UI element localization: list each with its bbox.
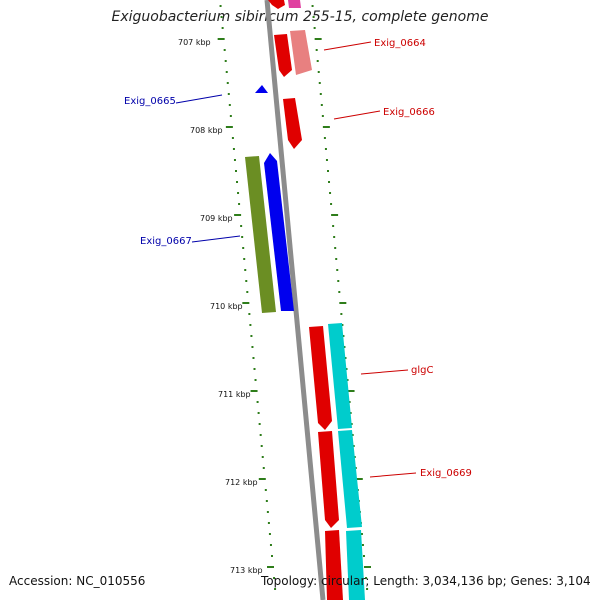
accession-label: Accession: NC_010556 (9, 574, 146, 588)
feature-bottom-red[interactable] (325, 530, 343, 600)
tick-label-712: 712 kbp (225, 478, 258, 487)
genome-summary-label: Topology: circular; Length: 3,034,136 bp… (261, 574, 591, 588)
feature-exig-0664[interactable] (274, 34, 292, 77)
gene-label-exig-0667[interactable]: Exig_0667 (140, 236, 192, 247)
gene-label-exig-0664[interactable]: Exig_0664 (374, 38, 426, 49)
tick-label-707: 707 kbp (178, 38, 211, 47)
tick-label-709: 709 kbp (200, 214, 233, 223)
map-title: Exiguobacterium sibiricum 255-15, comple… (111, 9, 489, 25)
feature-glgc-product[interactable] (328, 323, 352, 429)
feature-top-red[interactable] (268, 0, 285, 9)
tick-label-710: 710 kbp (210, 302, 243, 311)
feature-exig-0667[interactable] (264, 153, 294, 311)
callout-exig-0665 (175, 94, 223, 104)
tick-label-713: 713 kbp (230, 566, 263, 575)
gene-label-glgc[interactable]: glgC (411, 365, 433, 376)
callout-exig-0666 (333, 110, 381, 120)
callout-exig-0667 (191, 235, 241, 243)
right-tick-rail (311, 5, 372, 590)
callout-exig-0669 (369, 472, 417, 478)
feature-exig-0667-product[interactable] (245, 156, 276, 313)
gene-label-exig-0666[interactable]: Exig_0666 (383, 107, 435, 118)
tick-label-711: 711 kbp (218, 390, 251, 399)
tick-label-708: 708 kbp (190, 126, 223, 135)
left-tick-rail (217, 5, 277, 590)
gene-label-exig-0669[interactable]: Exig_0669 (420, 468, 472, 479)
feature-exig-0664-product[interactable] (290, 30, 312, 75)
feature-exig-0665[interactable] (255, 85, 268, 93)
genome-backbone (264, 0, 326, 600)
feature-exig-0669-product[interactable] (338, 430, 362, 528)
feature-bottom-cyan[interactable] (346, 530, 365, 600)
feature-top-magenta[interactable] (288, 0, 301, 8)
feature-exig-0669[interactable] (318, 431, 339, 528)
feature-exig-0666[interactable] (283, 98, 302, 149)
callout-exig-0664 (323, 41, 372, 51)
callout-glgc (360, 369, 409, 375)
feature-glgc[interactable] (309, 326, 332, 430)
gene-label-exig-0665[interactable]: Exig_0665 (124, 96, 176, 107)
